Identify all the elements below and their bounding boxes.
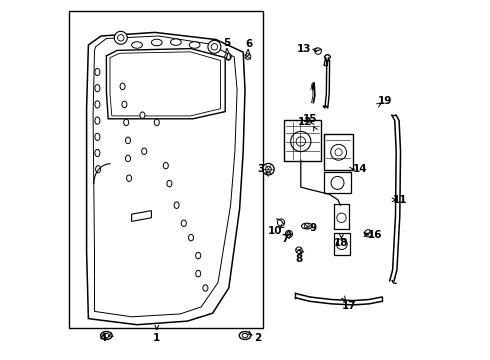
FancyBboxPatch shape xyxy=(324,134,353,170)
Ellipse shape xyxy=(174,202,179,208)
Text: 14: 14 xyxy=(353,164,368,174)
Ellipse shape xyxy=(103,333,109,338)
Ellipse shape xyxy=(242,333,248,338)
Ellipse shape xyxy=(196,270,201,277)
Ellipse shape xyxy=(123,119,129,126)
Text: 19: 19 xyxy=(378,96,392,106)
Circle shape xyxy=(263,163,274,175)
Circle shape xyxy=(285,230,293,238)
Text: 17: 17 xyxy=(342,301,357,311)
Polygon shape xyxy=(110,52,220,116)
Ellipse shape xyxy=(171,39,181,45)
Ellipse shape xyxy=(126,175,132,181)
Polygon shape xyxy=(106,49,225,119)
Circle shape xyxy=(277,219,285,226)
Ellipse shape xyxy=(120,83,125,90)
Text: 12: 12 xyxy=(298,117,313,127)
Text: 8: 8 xyxy=(295,254,303,264)
Text: 3: 3 xyxy=(258,164,265,174)
Text: 15: 15 xyxy=(302,114,317,124)
Circle shape xyxy=(315,48,321,54)
Text: 2: 2 xyxy=(254,333,261,343)
Text: 7: 7 xyxy=(281,234,288,244)
Ellipse shape xyxy=(167,180,172,187)
Text: 9: 9 xyxy=(310,222,317,233)
Text: 1: 1 xyxy=(153,333,160,343)
FancyBboxPatch shape xyxy=(334,204,349,229)
Ellipse shape xyxy=(95,85,100,92)
Circle shape xyxy=(225,53,231,60)
Circle shape xyxy=(337,239,347,249)
Text: 11: 11 xyxy=(393,195,408,205)
FancyBboxPatch shape xyxy=(334,233,350,255)
Text: 16: 16 xyxy=(368,230,382,240)
Circle shape xyxy=(114,31,127,44)
Circle shape xyxy=(211,44,218,50)
Circle shape xyxy=(335,149,342,156)
Ellipse shape xyxy=(95,149,100,157)
Circle shape xyxy=(304,224,310,229)
Ellipse shape xyxy=(142,148,147,154)
Ellipse shape xyxy=(203,285,208,291)
Ellipse shape xyxy=(122,101,127,108)
Circle shape xyxy=(291,131,311,152)
Text: 4: 4 xyxy=(99,333,106,343)
Circle shape xyxy=(118,35,124,41)
Circle shape xyxy=(331,176,344,189)
Circle shape xyxy=(296,137,305,146)
Circle shape xyxy=(365,230,372,237)
Ellipse shape xyxy=(132,42,143,48)
Circle shape xyxy=(208,40,221,53)
Polygon shape xyxy=(132,211,151,221)
Ellipse shape xyxy=(239,332,251,339)
Ellipse shape xyxy=(181,220,186,226)
Circle shape xyxy=(245,54,251,59)
Ellipse shape xyxy=(154,119,159,126)
Text: 18: 18 xyxy=(334,238,349,248)
Polygon shape xyxy=(87,32,245,325)
Text: 13: 13 xyxy=(297,44,312,54)
FancyBboxPatch shape xyxy=(324,172,351,193)
Circle shape xyxy=(296,247,302,253)
Ellipse shape xyxy=(95,117,100,124)
Text: 5: 5 xyxy=(223,38,231,48)
Ellipse shape xyxy=(301,223,312,229)
Polygon shape xyxy=(93,36,237,317)
Ellipse shape xyxy=(125,137,130,144)
Ellipse shape xyxy=(151,39,162,46)
Circle shape xyxy=(331,144,346,160)
Text: 10: 10 xyxy=(268,226,282,236)
FancyBboxPatch shape xyxy=(284,120,321,161)
Ellipse shape xyxy=(95,68,100,76)
Ellipse shape xyxy=(95,133,100,140)
Ellipse shape xyxy=(96,166,100,173)
Ellipse shape xyxy=(95,101,100,108)
Circle shape xyxy=(337,213,346,222)
Ellipse shape xyxy=(189,42,200,48)
Ellipse shape xyxy=(100,332,112,339)
Ellipse shape xyxy=(163,162,169,169)
Ellipse shape xyxy=(125,155,130,162)
Circle shape xyxy=(266,166,271,172)
Ellipse shape xyxy=(189,234,194,241)
Ellipse shape xyxy=(196,252,201,259)
Text: 6: 6 xyxy=(245,39,252,49)
Bar xyxy=(69,11,263,328)
Ellipse shape xyxy=(140,112,145,118)
